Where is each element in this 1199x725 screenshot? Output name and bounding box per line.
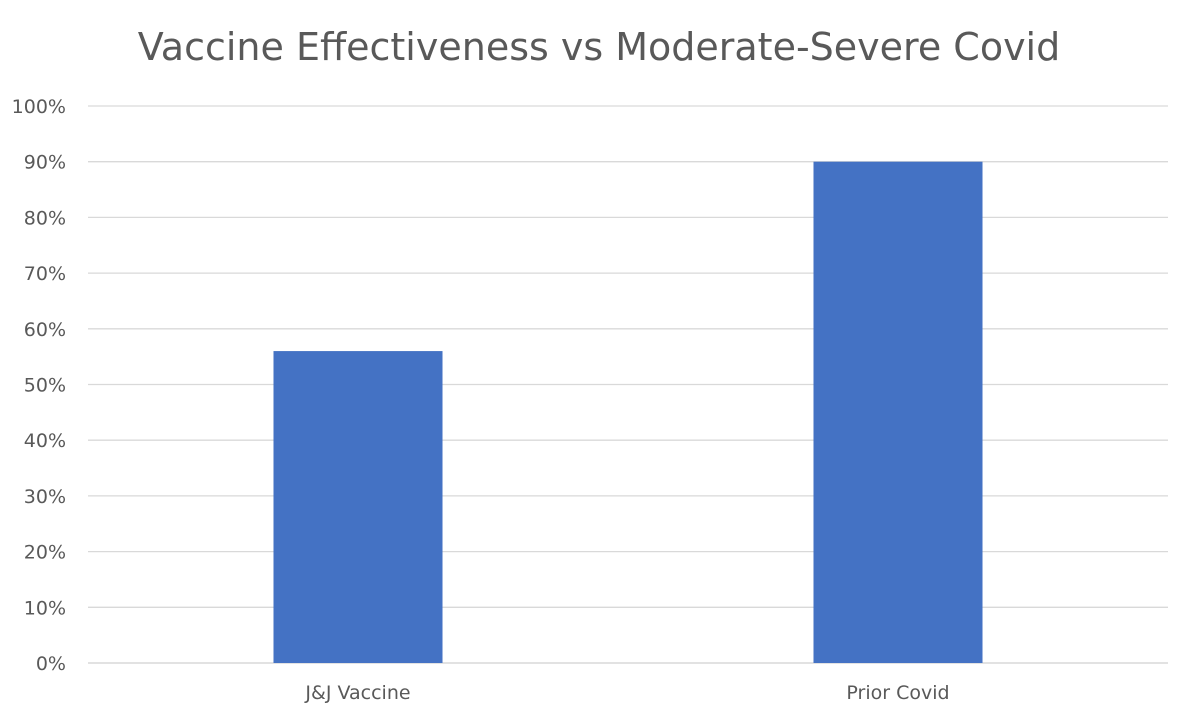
chart-title: Vaccine Effectiveness vs Moderate-Severe… (138, 25, 1061, 69)
y-tick-label: 20% (24, 542, 66, 564)
y-tick-label: 70% (24, 263, 66, 285)
bar-jj-vaccine (273, 351, 443, 663)
y-tick-label: 80% (24, 207, 66, 229)
y-tick-label: 50% (24, 375, 66, 397)
y-tick-label: 30% (24, 486, 66, 508)
y-tick-label: 90% (24, 152, 66, 174)
y-tick-label: 60% (24, 319, 66, 341)
y-tick-label: 100% (12, 96, 66, 118)
y-tick-label: 10% (24, 597, 66, 619)
y-tick-label: 40% (24, 430, 66, 452)
bar-prior-covid (813, 161, 983, 663)
x-axis-category-labels: J&J Vaccine Prior Covid (304, 682, 949, 704)
y-axis-tick-labels: 0% 10% 20% 30% 40% 50% 60% 70% 80% 90% 100% (12, 96, 66, 675)
x-category-label: J&J Vaccine (304, 682, 410, 704)
x-category-label: Prior Covid (846, 682, 949, 704)
gridlines (88, 105, 1168, 664)
bars (273, 161, 983, 663)
y-tick-label: 0% (36, 653, 66, 675)
